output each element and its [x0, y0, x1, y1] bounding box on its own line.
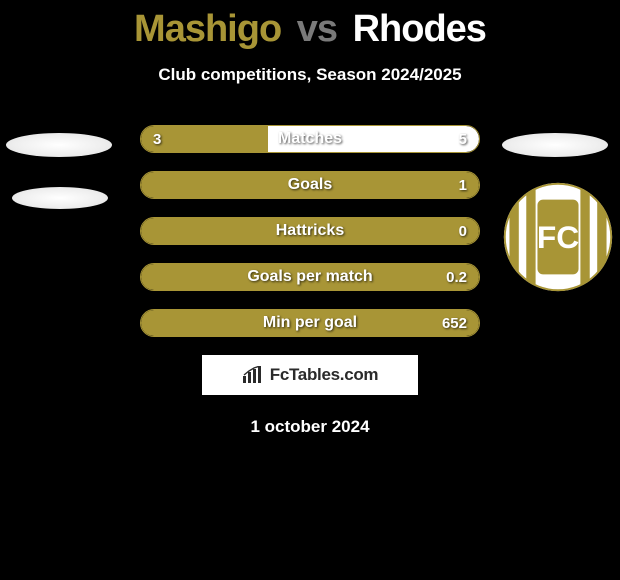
placeholder-badge-icon — [502, 133, 608, 157]
vs-text: vs — [297, 8, 337, 50]
stat-value-right: 0 — [459, 218, 467, 244]
content-area: FC 3Matches5 Goals1 Hattricks0 Goals per ma… — [0, 125, 620, 437]
date-text: 1 october 2024 — [0, 417, 620, 437]
stat-label: Goals — [141, 172, 479, 198]
stat-value-right: 652 — [442, 310, 467, 336]
stat-bars: 3Matches5 Goals1 Hattricks0 Goals per match… — [140, 125, 480, 337]
club-badge-icon: FC — [502, 181, 614, 293]
stat-bar: 3Matches5 — [140, 125, 480, 153]
stat-bar: Hattricks0 — [140, 217, 480, 245]
stat-label: Matches — [141, 126, 479, 152]
bars-chart-icon — [242, 366, 264, 384]
left-badge-column — [6, 133, 118, 239]
player1-name: Mashigo — [134, 8, 281, 50]
stat-label: Min per goal — [141, 310, 479, 336]
svg-text:FC: FC — [537, 219, 579, 255]
stat-label: Goals per match — [141, 264, 479, 290]
site-logo: FcTables.com — [202, 355, 418, 395]
placeholder-badge-icon — [6, 133, 112, 157]
stat-bar: Goals1 — [140, 171, 480, 199]
subtitle: Club competitions, Season 2024/2025 — [0, 65, 620, 85]
stat-label: Hattricks — [141, 218, 479, 244]
comparison-title: Mashigo vs Rhodes — [0, 0, 620, 51]
placeholder-badge-icon — [12, 187, 108, 209]
stat-value-right: 0.2 — [446, 264, 467, 290]
stat-bar: Min per goal652 — [140, 309, 480, 337]
stat-value-right: 5 — [459, 126, 467, 152]
stat-value-right: 1 — [459, 172, 467, 198]
site-logo-text: FcTables.com — [270, 365, 379, 385]
player2-name: Rhodes — [353, 8, 486, 50]
right-badge-column: FC — [502, 133, 614, 293]
stat-bar: Goals per match0.2 — [140, 263, 480, 291]
